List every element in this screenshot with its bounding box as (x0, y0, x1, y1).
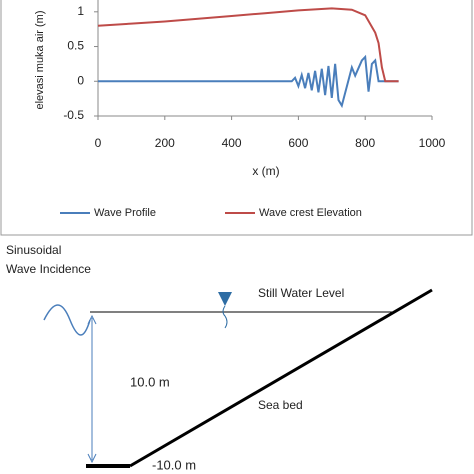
x-axis-label: x (m) (252, 164, 279, 178)
x-tick-label: 800 (355, 136, 375, 150)
x-tick-label: 1000 (419, 136, 446, 150)
x-tick-label: 0 (95, 136, 102, 150)
legend-label: Wave crest Elevation (259, 207, 362, 219)
incident-wave (43, 304, 91, 336)
water-level-symbol (222, 305, 228, 329)
incidence-label: Sinusoidal (6, 243, 61, 257)
bed-label: Sea bed (258, 398, 303, 412)
depth-label: 10.0 m (130, 374, 170, 389)
legend-label: Wave Profile (94, 207, 156, 219)
y-tick-label: -0.5 (63, 108, 84, 122)
bottom-label: -10.0 m (152, 457, 196, 472)
y-tick-label: 0 (77, 73, 84, 87)
y-tick-label: 0.5 (67, 39, 84, 53)
water-level-symbol (218, 292, 232, 306)
sea-bed (129, 288, 433, 468)
chart-frame (0, 0, 473, 236)
series-line (97, 7, 399, 83)
diagram: Sinusoidal Wave Incidence Still Water Le… (6, 243, 433, 472)
incidence-label: Wave Incidence (6, 262, 91, 276)
arrow-heads (87, 314, 97, 464)
water-level-label: Still Water Level (258, 286, 344, 300)
x-tick-label: 400 (222, 136, 242, 150)
y-axis-label: elevasi muka air (m) (34, 10, 46, 109)
y-tick-label: 1 (77, 4, 84, 18)
x-tick-label: 200 (155, 136, 175, 150)
series-line (98, 54, 399, 109)
x-tick-label: 600 (288, 136, 308, 150)
